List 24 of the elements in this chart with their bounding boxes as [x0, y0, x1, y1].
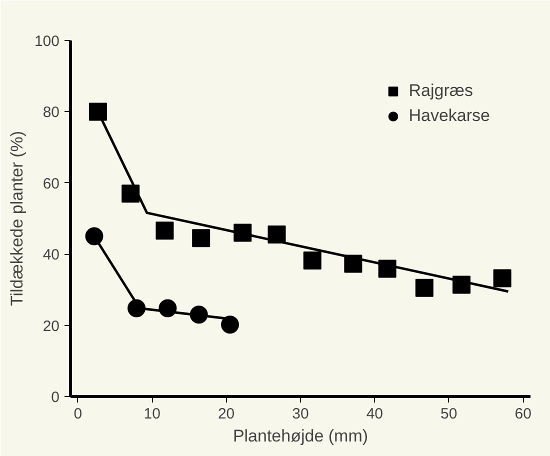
point [303, 252, 322, 270]
y-tick-label: 60 [42, 175, 60, 192]
y-tick-label: 40 [42, 246, 60, 264]
x-tick-label: 0 [74, 406, 82, 422]
y-axis-title: Tildækkede planter (%) [7, 130, 26, 306]
y-tick-label: 80 [42, 104, 60, 122]
point [156, 222, 174, 240]
point [88, 102, 107, 121]
legend-label: Rajgræs [408, 81, 473, 101]
point [85, 227, 104, 246]
x-axis-title: Plantehøjde (mm) [232, 426, 368, 446]
y-tick-label: 0 [51, 389, 60, 406]
x-tick-label: 50 [440, 406, 458, 422]
legend-label: Havekarse [408, 106, 490, 126]
x-tick-label: 60 [514, 406, 532, 422]
point [192, 229, 210, 248]
point [493, 269, 512, 288]
y-tick-label: 20 [42, 318, 60, 335]
x-tick-label: 20 [218, 406, 235, 422]
x-tick-label: 10 [144, 406, 160, 422]
x-tick-label: 40 [366, 406, 384, 422]
y-tick-label: 100 [34, 33, 60, 50]
x-tick-label: 30 [292, 406, 309, 422]
point [415, 278, 434, 297]
